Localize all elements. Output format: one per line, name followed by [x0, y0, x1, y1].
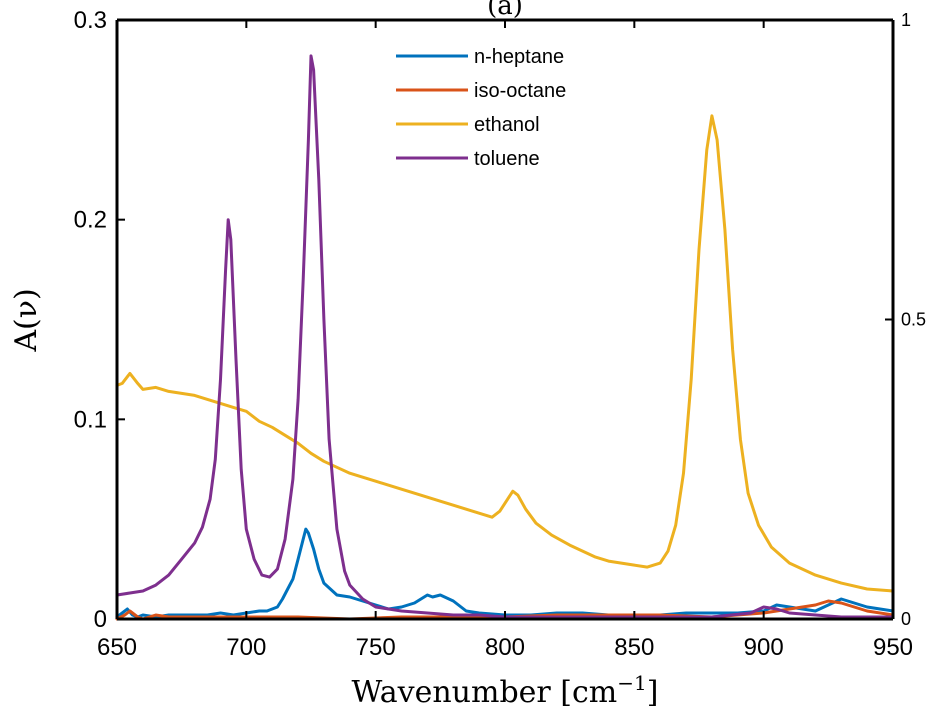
y-tick-label: 0	[94, 606, 107, 633]
chart-title: (a)	[487, 0, 523, 21]
y2-tick-label: 0	[901, 609, 911, 629]
legend-label-iso-octane: iso-octane	[474, 80, 566, 102]
x-tick-label: 750	[356, 634, 396, 661]
y-tick-label: 0.1	[74, 406, 107, 433]
x-tick-label: 950	[873, 634, 913, 661]
x-axis-title-main: Wavenumber [cm	[352, 675, 618, 710]
legend-label-n-heptane: n-heptane	[474, 46, 564, 68]
y2-tick-label: 0.5	[901, 310, 926, 330]
y-axis-title: A(ν)	[9, 288, 44, 352]
series-group	[115, 54, 895, 621]
x-tick-label: 850	[614, 634, 654, 661]
axes-group: 650 700 750 800 850 900 950 0 0.1 0.2 0.3 0 0.5 1	[74, 7, 926, 661]
y-tick-label: 0.2	[74, 207, 107, 234]
x-tick-label: 650	[97, 634, 137, 661]
y-tick-label: 0.3	[74, 7, 107, 34]
series-line-toluene	[115, 54, 895, 619]
series-line-ethanol	[115, 114, 895, 593]
series-line-iso-octane	[115, 599, 895, 621]
x-tick-label: 900	[744, 634, 784, 661]
y2-tick-label: 1	[901, 10, 911, 30]
x-axis-title-close: ]	[647, 675, 659, 710]
x-tick-label: 800	[485, 634, 525, 661]
legend-label-toluene: toluene	[474, 148, 540, 170]
x-axis-title: Wavenumber [cm−1]	[352, 671, 659, 710]
x-axis-title-superscript: −1	[617, 671, 646, 695]
legend-label-ethanol: ethanol	[474, 114, 540, 136]
legend: n-heptane iso-octane ethanol toluene	[396, 46, 566, 170]
x-tick-label: 700	[226, 634, 266, 661]
